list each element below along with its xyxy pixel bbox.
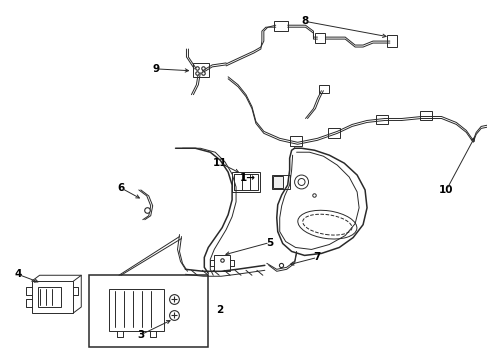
Text: 10: 10 [438,185,453,195]
Text: 4: 4 [14,269,21,279]
Bar [214,255,230,271]
Bar [386,35,396,47]
Bar [327,129,340,138]
Bar [232,172,259,192]
Bar [89,275,208,347]
Bar [315,33,325,43]
Text: 7: 7 [313,252,321,262]
Bar [375,114,387,125]
Bar [272,176,282,188]
Text: 9: 9 [152,64,159,74]
Bar [38,287,61,307]
Text: 2: 2 [216,305,224,315]
Bar [289,136,301,146]
Text: 5: 5 [265,238,273,248]
Bar [193,63,209,77]
Text: 11: 11 [212,158,227,168]
Text: 8: 8 [300,16,307,26]
Text: 6: 6 [117,183,124,193]
Bar [32,281,73,313]
Bar [109,289,163,331]
Bar [319,85,328,93]
Bar [234,174,257,190]
Text: 3: 3 [137,330,144,340]
Bar [271,175,289,189]
Bar [273,21,287,31]
Bar [419,111,431,121]
Text: 1→: 1→ [240,173,255,183]
